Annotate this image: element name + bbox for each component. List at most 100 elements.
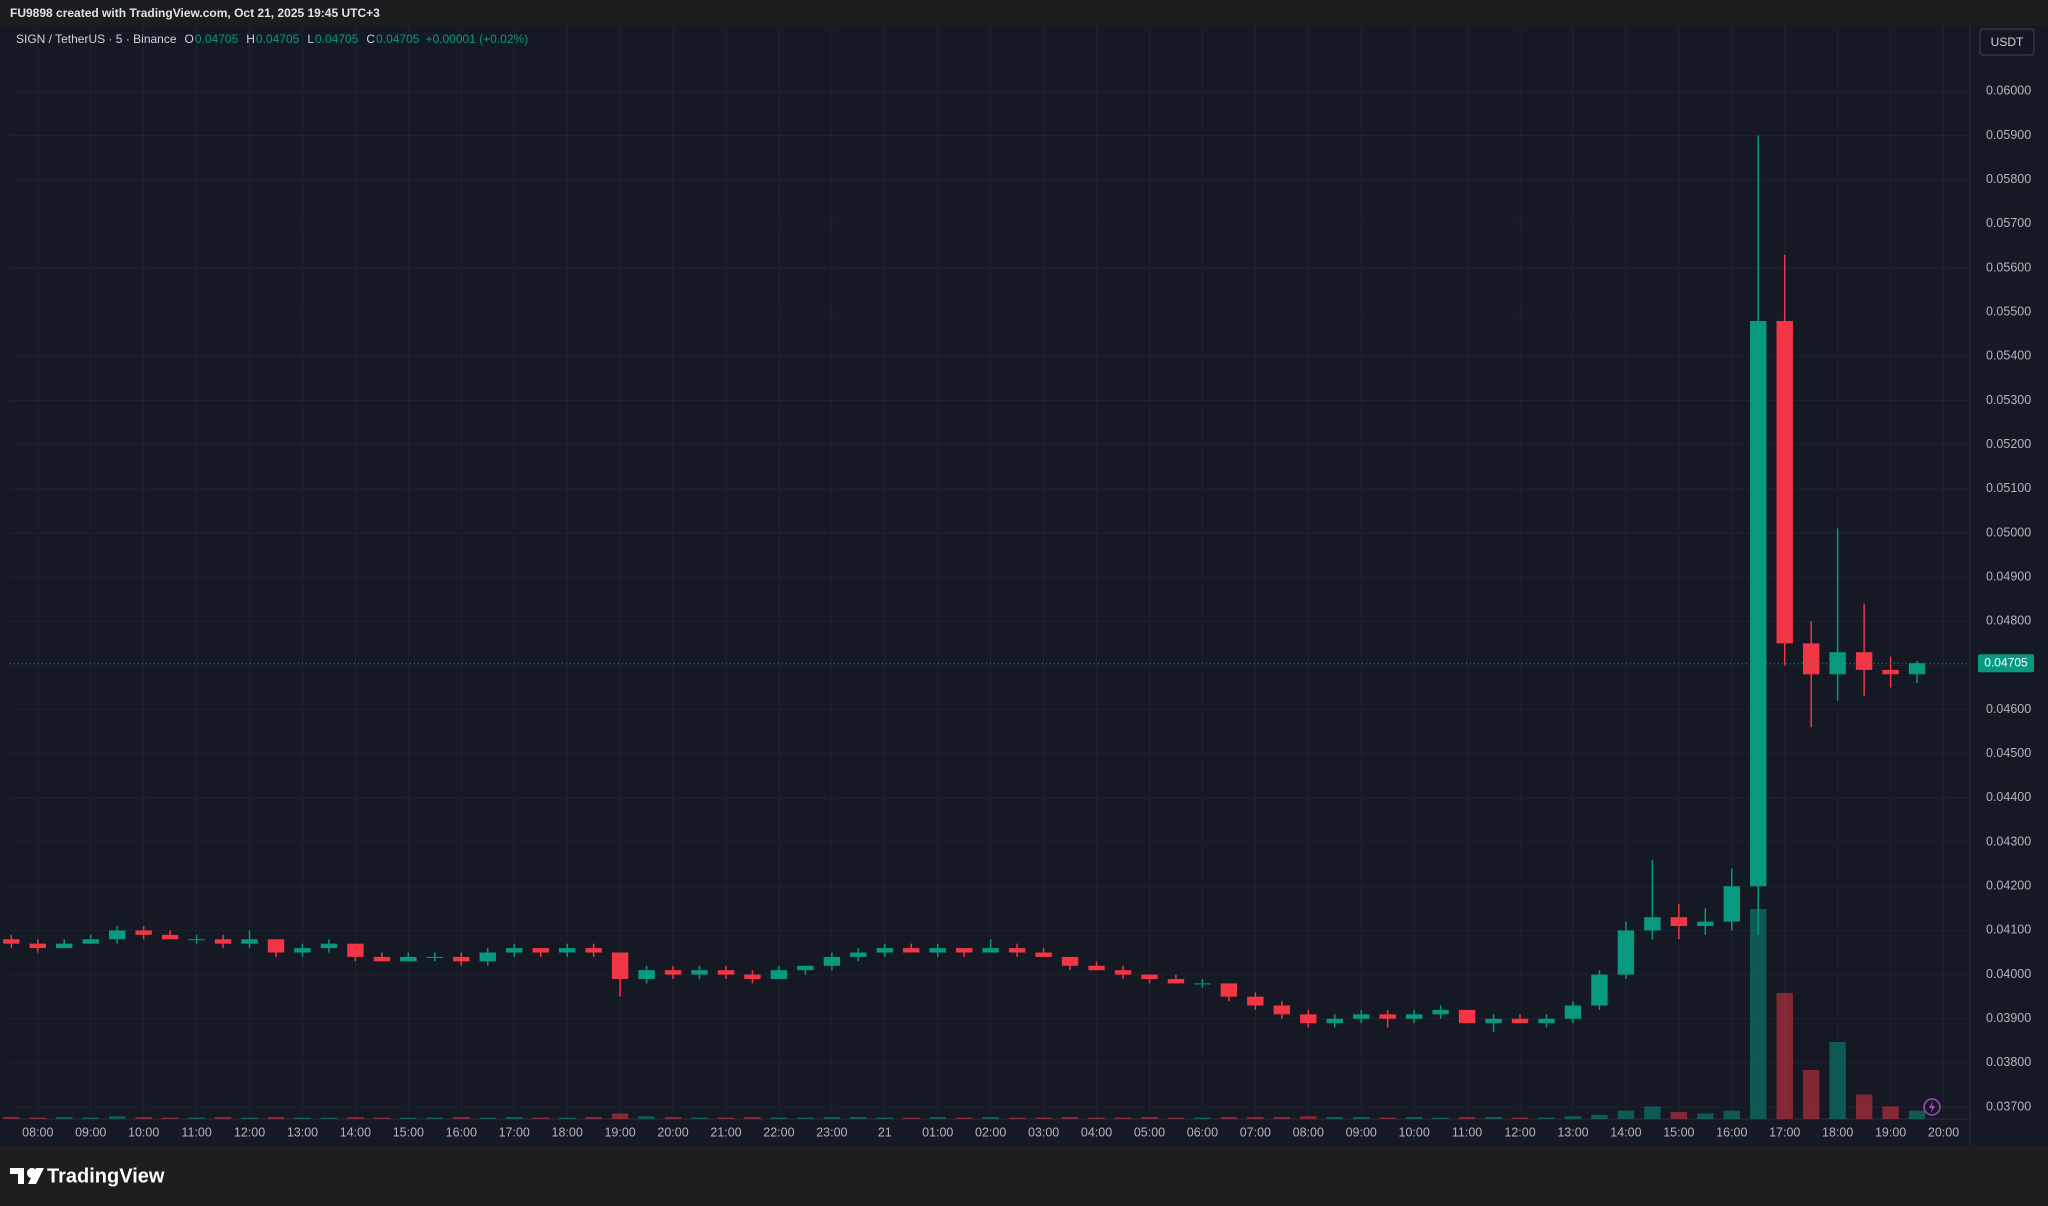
volume-bar (1855, 1094, 1873, 1119)
candle-body (1167, 979, 1185, 984)
x-tick-label: 19:00 (604, 1125, 635, 1139)
candle-body (1379, 1014, 1396, 1019)
volume-bar (1247, 1116, 1264, 1119)
candle-body (1326, 1018, 1343, 1024)
volume-bar (29, 1117, 46, 1119)
candle-body (1194, 983, 1211, 985)
x-tick-label: 16:00 (446, 1125, 477, 1139)
x-tick-label: 14:00 (1610, 1125, 1641, 1139)
alert-circle[interactable] (1923, 1098, 1941, 1116)
currency-label[interactable]: USDT (1991, 35, 2024, 49)
volume-bar (1538, 1117, 1555, 1119)
volume-bar (1882, 1106, 1899, 1119)
volume-bar (1167, 1117, 1185, 1119)
volume-bar (1405, 1116, 1423, 1119)
candle-body (3, 939, 20, 944)
y-tick-label: 0.05400 (1986, 349, 2031, 363)
candle-body (1458, 1009, 1476, 1024)
top-bar (0, 0, 2048, 26)
candle-body (82, 939, 99, 944)
x-tick-label: 20:00 (657, 1125, 688, 1139)
legend: SIGN / TetherUS · 5 · Binance O0.04705 H0.… (16, 32, 528, 46)
candle-body (1908, 663, 1926, 675)
x-tick-label: 18:00 (1822, 1125, 1853, 1139)
y-tick-label: 0.04600 (1986, 702, 2031, 716)
candle-body (1802, 643, 1820, 675)
last-price-label: 0.04705 (1984, 655, 2028, 669)
logo: TradingView (10, 1165, 165, 1187)
volume-bar (1220, 1116, 1238, 1119)
x-tick-label: 05:00 (1134, 1125, 1165, 1139)
currency-button[interactable] (1979, 28, 2035, 56)
y-tick-label: 0.04100 (1986, 923, 2031, 937)
candle-body (1670, 917, 1688, 927)
candle-body (267, 939, 285, 953)
volume-bar (1908, 1110, 1926, 1119)
candle-body (744, 974, 761, 980)
y-tick-label: 0.04000 (1986, 967, 2031, 981)
volume-bar (1061, 1116, 1079, 1119)
candle-body (320, 943, 338, 949)
last-price-tag (1978, 654, 2034, 673)
candle-body (1538, 1018, 1555, 1024)
candle-body (1114, 970, 1132, 975)
volume-bar (426, 1117, 444, 1119)
candle-body (1353, 1014, 1370, 1019)
volume-bar (1829, 1042, 1846, 1119)
volume-bar (1353, 1116, 1370, 1119)
volume-bar (373, 1117, 391, 1119)
candle-body (1564, 1005, 1582, 1019)
volume-bar (453, 1116, 470, 1119)
x-tick-label: 09:00 (1346, 1125, 1377, 1139)
volume-bar (1273, 1116, 1291, 1119)
candle-body (1273, 1005, 1291, 1015)
volume-bar (3, 1116, 20, 1119)
volume-bar (797, 1117, 814, 1119)
volume-bar (876, 1117, 893, 1119)
candle-body (108, 930, 126, 940)
y-tick-label: 0.04900 (1986, 569, 2031, 583)
y-tick-label: 0.04800 (1986, 614, 2031, 628)
candle-body (373, 956, 391, 962)
volume-bar (955, 1117, 973, 1119)
candle-body (506, 948, 523, 953)
volume-bar (1802, 1070, 1820, 1119)
x-tick-label: 08:00 (22, 1125, 53, 1139)
volume-bar (850, 1116, 867, 1119)
candle-body (664, 970, 682, 975)
x-tick-label: 15:00 (1663, 1125, 1694, 1139)
candle-body (770, 970, 788, 980)
x-tick-label: 20:00 (1928, 1125, 1959, 1139)
candle-body (453, 956, 470, 962)
x-tick-label: 11:00 (181, 1125, 211, 1139)
x-tick-label: 12:00 (1504, 1125, 1535, 1139)
y-tick-label: 0.04300 (1986, 834, 2031, 848)
volume-bar (1300, 1116, 1317, 1119)
volume-bar (1379, 1117, 1396, 1119)
volume-bar (1088, 1117, 1105, 1119)
candle-body (347, 943, 364, 957)
volume-bar (506, 1116, 523, 1119)
y-tick-label: 0.05500 (1986, 304, 2031, 318)
y-tick-label: 0.05700 (1986, 216, 2031, 230)
volume-bar (929, 1116, 946, 1119)
volume-bar (347, 1116, 364, 1119)
candle-body (903, 948, 920, 953)
alert-icon[interactable] (1923, 1098, 1941, 1116)
volume-bar (161, 1117, 179, 1119)
volume-bar (982, 1116, 999, 1119)
candle-body (1300, 1014, 1317, 1024)
volume-bar (1776, 993, 1793, 1119)
x-tick-label: 13:00 (287, 1125, 318, 1139)
y-tick-label: 0.04500 (1986, 746, 2031, 760)
volume-bar (1697, 1113, 1714, 1119)
volume-bar (241, 1117, 258, 1119)
candle-body (1141, 974, 1158, 980)
candle-body (426, 956, 444, 958)
x-tick-label: 13:00 (1557, 1125, 1588, 1139)
candle-body (1247, 996, 1264, 1006)
alert-bolt[interactable] (1929, 1101, 1935, 1113)
legend-key: C (366, 32, 375, 46)
x-tick-label: 17:00 (499, 1125, 530, 1139)
